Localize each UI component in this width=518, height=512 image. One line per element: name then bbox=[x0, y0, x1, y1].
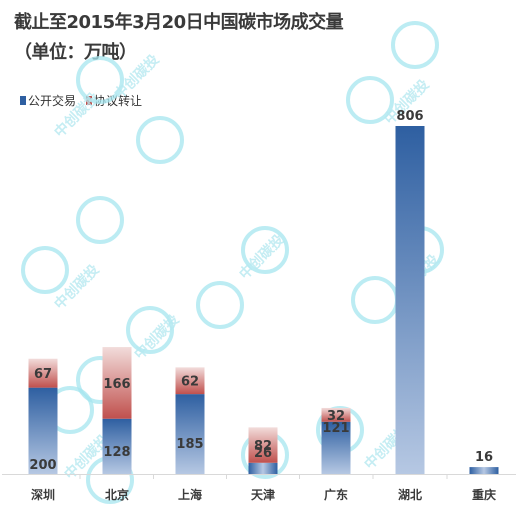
bar-segment-agreement-transfer-1 bbox=[102, 347, 132, 419]
data-label-open-trade-4: 121 bbox=[322, 421, 349, 436]
bar-segment-open-trade-0 bbox=[28, 387, 58, 474]
bar-segment-agreement-transfer-2 bbox=[175, 367, 205, 395]
data-label-agreement-transfer-2: 62 bbox=[181, 375, 199, 390]
bar-segment-open-trade-5 bbox=[395, 126, 425, 474]
watermark-text: 中创碳投 bbox=[51, 89, 103, 141]
data-label-open-trade-6: 16 bbox=[475, 450, 493, 465]
watermark-circle-icon bbox=[196, 281, 244, 329]
bar-segment-open-trade-2 bbox=[175, 394, 205, 474]
bar-segment-open-trade-1 bbox=[102, 418, 132, 474]
watermark-circle-icon bbox=[241, 226, 289, 274]
watermark-text: 中创碳投 bbox=[111, 51, 163, 103]
chart-title-line1: 截止至2015年3月20日中国碳市场成交量 bbox=[14, 12, 344, 33]
watermark-circle-icon bbox=[136, 116, 184, 164]
x-tick-label: 深圳 bbox=[31, 487, 55, 502]
x-tick-label: 广东 bbox=[324, 487, 348, 502]
data-label-agreement-transfer-0: 67 bbox=[34, 367, 52, 382]
legend-swatch-open-trade bbox=[20, 96, 26, 105]
bar-segment-open-trade-3 bbox=[248, 462, 278, 474]
x-tick-label: 重庆 bbox=[472, 487, 496, 502]
data-label-open-trade-0: 200 bbox=[29, 458, 56, 473]
watermark-circle-icon bbox=[21, 246, 69, 294]
data-label-open-trade-1: 128 bbox=[103, 445, 130, 460]
bar-segment-agreement-transfer-3 bbox=[248, 427, 278, 463]
data-label-open-trade-2: 185 bbox=[176, 437, 203, 452]
data-label-agreement-transfer-3: 82 bbox=[254, 439, 272, 454]
data-label-agreement-transfer-1: 166 bbox=[103, 377, 130, 392]
watermark-circle-icon bbox=[391, 21, 439, 69]
bar-segment-agreement-transfer-4 bbox=[321, 407, 351, 422]
bar-segment-open-trade-4 bbox=[321, 421, 351, 474]
watermark-circle-icon bbox=[126, 306, 174, 354]
watermark-circle-icon bbox=[351, 276, 399, 324]
x-tick-label: 上海 bbox=[178, 487, 202, 502]
data-label-agreement-transfer-4: 32 bbox=[327, 409, 345, 424]
x-tick-label: 湖北 bbox=[398, 487, 422, 502]
data-label-open-trade-3: 26 bbox=[254, 446, 272, 461]
x-tick-label: 北京 bbox=[105, 487, 129, 502]
watermark-text: 中创碳投 bbox=[131, 311, 183, 363]
watermark-circle-icon bbox=[76, 56, 124, 104]
watermark: 中创碳投中创碳投中创碳投中创碳投中创碳投中创碳投中创碳投中创碳投中创碳投 bbox=[21, 21, 444, 504]
legend-item-open-trade: 公开交易 bbox=[20, 92, 76, 109]
bar-segment-open-trade-6 bbox=[469, 467, 499, 474]
watermark-circle-icon bbox=[346, 76, 394, 124]
watermark-circle-icon bbox=[76, 196, 124, 244]
bar-segment-agreement-transfer-0 bbox=[28, 358, 58, 388]
x-tick-label: 天津 bbox=[251, 487, 275, 502]
legend-label-open-trade: 公开交易 bbox=[28, 94, 77, 108]
data-label-open-trade-5: 806 bbox=[396, 109, 423, 124]
legend-label-agreement-transfer: 协议转让 bbox=[94, 94, 143, 108]
